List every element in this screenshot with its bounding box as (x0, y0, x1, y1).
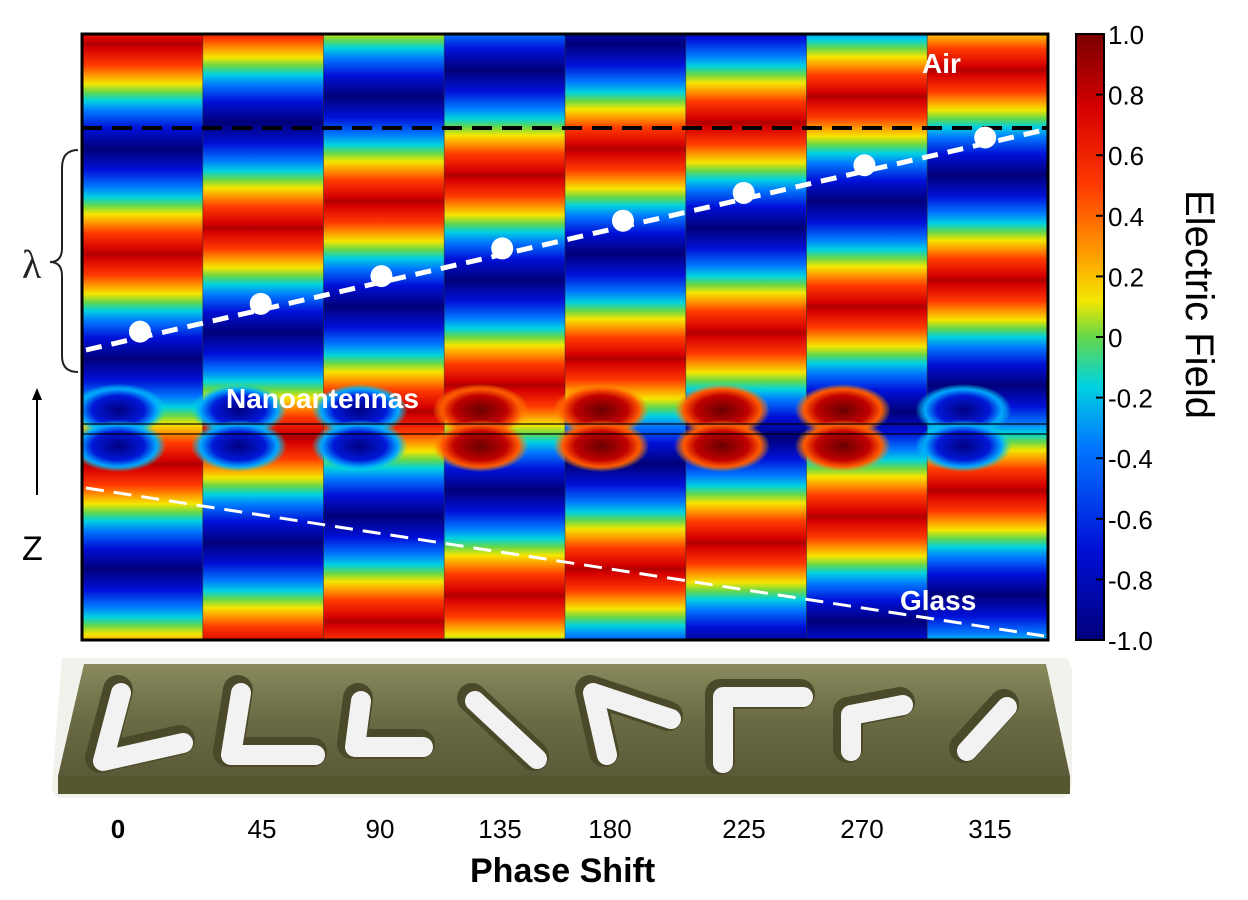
phase-shift-tick-label: 0 (111, 814, 125, 844)
electric-field-map (82, 34, 1048, 640)
field-column (685, 34, 808, 640)
near-field-lobe (673, 420, 770, 472)
nanoantenna-cutout (465, 691, 547, 769)
colorbar-tick-label: 0.4 (1108, 202, 1144, 232)
phase-front-line (85, 127, 1045, 353)
nanoantenna-cutout (841, 695, 913, 761)
near-field-lobe (794, 420, 891, 472)
phase-shift-tick-label: 180 (588, 814, 631, 844)
antenna-shapes (85, 675, 1019, 775)
nanoantenna-cutout (583, 683, 681, 765)
phase-dot (611, 209, 634, 232)
nanoantenna-cutout (345, 691, 433, 757)
colorbar-tick-label: 0 (1108, 323, 1122, 353)
z-axis-arrowhead-icon (32, 388, 42, 400)
glass-label: Glass (900, 585, 976, 616)
colorbar-tick-label: -0.4 (1108, 444, 1153, 474)
phase-shift-tick-label: 135 (478, 814, 521, 844)
lambda-brace (49, 149, 79, 373)
metasurface-slab (52, 658, 1072, 798)
colorbar-tick-label: 0.2 (1108, 262, 1144, 292)
field-column (565, 34, 687, 640)
near-field-lobe (311, 420, 408, 472)
phase-dot (491, 237, 514, 260)
near-field-lobe (432, 420, 529, 472)
field-column (202, 34, 325, 640)
field-map-border (80, 32, 1050, 642)
phase-dot (853, 154, 876, 177)
field-column (927, 34, 1048, 640)
colorbar-tick-label: -0.6 (1108, 505, 1153, 535)
phase-shift-tick-label: 45 (248, 814, 277, 844)
nanoantennas-label: Nanoantennas (226, 383, 419, 414)
phase-dots (128, 126, 997, 343)
colorbar-tick-label: -0.2 (1108, 384, 1153, 414)
phase-shift-axis-title: Phase Shift (470, 852, 655, 890)
field-column (323, 34, 446, 640)
refracted-front-line (85, 486, 1045, 638)
phase-shift-tick-label: 90 (366, 814, 395, 844)
near-field-lobe (915, 420, 1012, 472)
phase-dot (732, 181, 755, 204)
nanoantenna-cutout (221, 683, 325, 765)
field-column (444, 34, 566, 640)
near-field-lobe (190, 420, 287, 472)
colorbar-tick-label: -1.0 (1108, 626, 1153, 656)
colorbar-title: Electric Field (1177, 190, 1221, 419)
colorbar-tick-label: 1.0 (1108, 20, 1144, 50)
z-axis-label: Z (22, 530, 43, 568)
phase-dot (249, 292, 272, 315)
phase-dot (370, 265, 393, 288)
field-column (806, 34, 929, 640)
phase-dot (128, 320, 151, 343)
phase-shift-tick-labels: 0 45 90 135 180 225 270 315 (111, 814, 1012, 844)
near-field-lobe (553, 420, 650, 472)
nanoantenna-cutout (957, 697, 1017, 761)
phase-dot (974, 126, 997, 149)
lambda-label: λ (22, 242, 42, 287)
near-field-lobe (82, 420, 167, 472)
phase-shift-tick-label: 225 (722, 814, 765, 844)
phase-shift-tick-label: 315 (968, 814, 1011, 844)
colorbar-tick-label: 0.8 (1108, 81, 1144, 111)
air-label: Air (922, 48, 961, 79)
colorbar-ticks: 1.0 0.8 0.6 0.4 0.2 0 -0.2 -0.4 -0.6 -0.8 -1.0 (1096, 20, 1153, 656)
nanoantenna-cutout (93, 683, 193, 771)
phase-shift-tick-label: 270 (840, 814, 883, 844)
colorbar-tick-label: 0.6 (1108, 141, 1144, 171)
nanoantenna-cutout (713, 687, 813, 773)
colorbar-tick-label: -0.8 (1108, 565, 1153, 595)
